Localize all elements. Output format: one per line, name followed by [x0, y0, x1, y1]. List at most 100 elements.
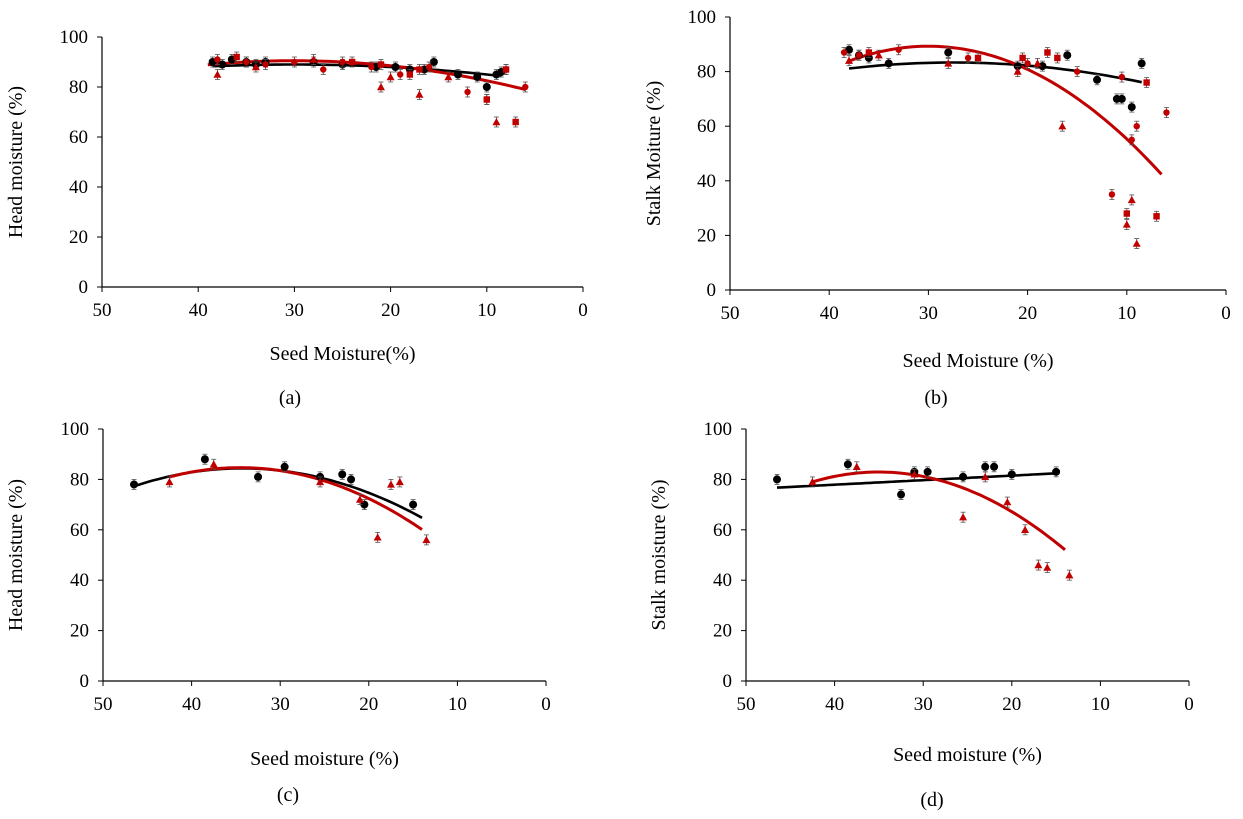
data-point-red-square: [1054, 54, 1061, 62]
y-axis-label: Head moisture (%): [5, 86, 27, 238]
data-point-red-circle: [243, 58, 250, 66]
fit-curve-red: [812, 470, 1066, 551]
data-point-black-circle: [843, 460, 852, 469]
data-point-red-triangle: [251, 63, 260, 71]
data-point-black-circle: [130, 480, 139, 489]
x-tick-label: 40: [820, 303, 839, 324]
data-point-red-triangle: [1132, 239, 1141, 247]
y-tick-label: 80: [69, 77, 88, 98]
y-tick-label: 20: [713, 621, 732, 642]
data-point-red-circle: [291, 58, 298, 66]
x-axis-label: Seed moisture (%): [893, 744, 1042, 766]
x-tick-label: 50: [737, 694, 756, 715]
x-axis-label: Seed Moisture (%): [902, 350, 1053, 372]
data-point-red-triangle: [874, 51, 883, 59]
x-tick-label: 40: [182, 694, 201, 715]
data-point-black-circle: [897, 490, 906, 499]
data-point-black-circle: [347, 475, 356, 484]
data-point-red-triangle: [852, 462, 861, 470]
data-point-red-circle: [522, 83, 529, 91]
data-point-red-triangle: [1065, 571, 1074, 579]
data-point-black-circle: [429, 58, 438, 66]
data-point-red-triangle: [981, 472, 990, 481]
x-tick-label: 30: [919, 303, 938, 324]
data-point-red-circle: [1163, 109, 1170, 116]
data-point-red-circle: [895, 46, 902, 53]
x-tick-label: 40: [189, 300, 208, 321]
data-point-black-circle: [864, 53, 873, 62]
data-point-black-circle: [254, 472, 263, 481]
x-tick-label: 0: [1184, 694, 1194, 715]
data-point-red-square: [1123, 210, 1130, 217]
data-point-red-circle: [1133, 123, 1140, 130]
data-point-black-circle: [482, 83, 491, 91]
data-point-black-circle: [453, 70, 462, 79]
data-point-red-triangle: [1043, 563, 1052, 571]
data-point-red-square: [377, 61, 385, 68]
y-tick-label: 0: [80, 671, 90, 692]
data-point-red-circle: [464, 88, 471, 96]
data-point-black-circle: [280, 462, 289, 471]
y-tick-label: 80: [697, 62, 716, 83]
data-point-red-triangle: [1033, 59, 1042, 67]
y-tick-label: 0: [723, 671, 733, 692]
data-point-red-triangle: [316, 477, 325, 486]
data-point-red-triangle: [444, 73, 453, 81]
data-point-red-triangle: [309, 55, 318, 63]
data-point-red-triangle: [1122, 220, 1131, 228]
data-point-red-triangle: [845, 56, 854, 64]
data-point-red-triangle: [1013, 67, 1022, 75]
data-point-red-circle: [262, 61, 269, 68]
data-point-red-square: [348, 58, 356, 66]
y-tick-label: 100: [704, 419, 733, 440]
data-point-red-triangle: [165, 477, 174, 486]
x-tick-label: 20: [1002, 694, 1021, 715]
data-point-red-triangle: [395, 477, 404, 486]
data-point-black-circle: [959, 472, 968, 481]
data-point-red-circle: [964, 54, 972, 62]
data-point-red-square: [1143, 79, 1150, 86]
data-point-red-triangle: [355, 495, 364, 503]
panel-caption: (c): [277, 784, 299, 806]
data-point-red-circle: [320, 66, 327, 73]
data-point-red-triangle: [1003, 498, 1012, 506]
data-point-red-circle: [855, 52, 863, 59]
data-point-red-triangle: [386, 480, 395, 488]
x-axis-label: Seed Moisture(%): [269, 343, 415, 365]
data-point-red-triangle: [492, 118, 501, 126]
y-axis-label: Stalk moisture (%): [648, 479, 670, 630]
x-tick-label: 30: [914, 694, 933, 715]
data-point-black-circle: [338, 470, 347, 479]
data-point-black-circle: [391, 63, 400, 71]
y-tick-label: 40: [70, 570, 89, 591]
data-point-red-triangle: [213, 70, 222, 78]
data-point-red-triangle: [910, 470, 919, 478]
y-tick-label: 100: [61, 419, 90, 440]
y-tick-label: 40: [713, 570, 732, 591]
y-tick-label: 20: [697, 225, 716, 246]
y-axis-label: Stalk Moiture (%): [643, 81, 665, 227]
x-tick-label: 30: [285, 300, 304, 321]
data-point-red-circle: [840, 49, 848, 56]
data-point-red-triangle: [386, 73, 395, 81]
x-tick-label: 0: [541, 694, 551, 715]
x-tick-label: 10: [1117, 303, 1136, 324]
y-tick-label: 20: [69, 227, 88, 248]
fit-curve-black: [848, 61, 1142, 84]
data-point-red-circle: [1128, 136, 1135, 144]
y-tick-label: 40: [69, 177, 88, 198]
y-axis-label: Head moisture (%): [5, 479, 27, 631]
data-point-black-circle: [990, 462, 999, 471]
data-point-red-square: [1019, 54, 1026, 62]
data-point-black-circle: [923, 467, 932, 476]
data-point-red-triangle: [1021, 525, 1030, 533]
data-point-red-circle: [339, 58, 346, 66]
panel-caption: (d): [920, 789, 943, 811]
data-point-black-circle: [981, 462, 990, 471]
data-point-red-square: [233, 53, 240, 61]
data-point-black-circle: [1093, 75, 1102, 84]
